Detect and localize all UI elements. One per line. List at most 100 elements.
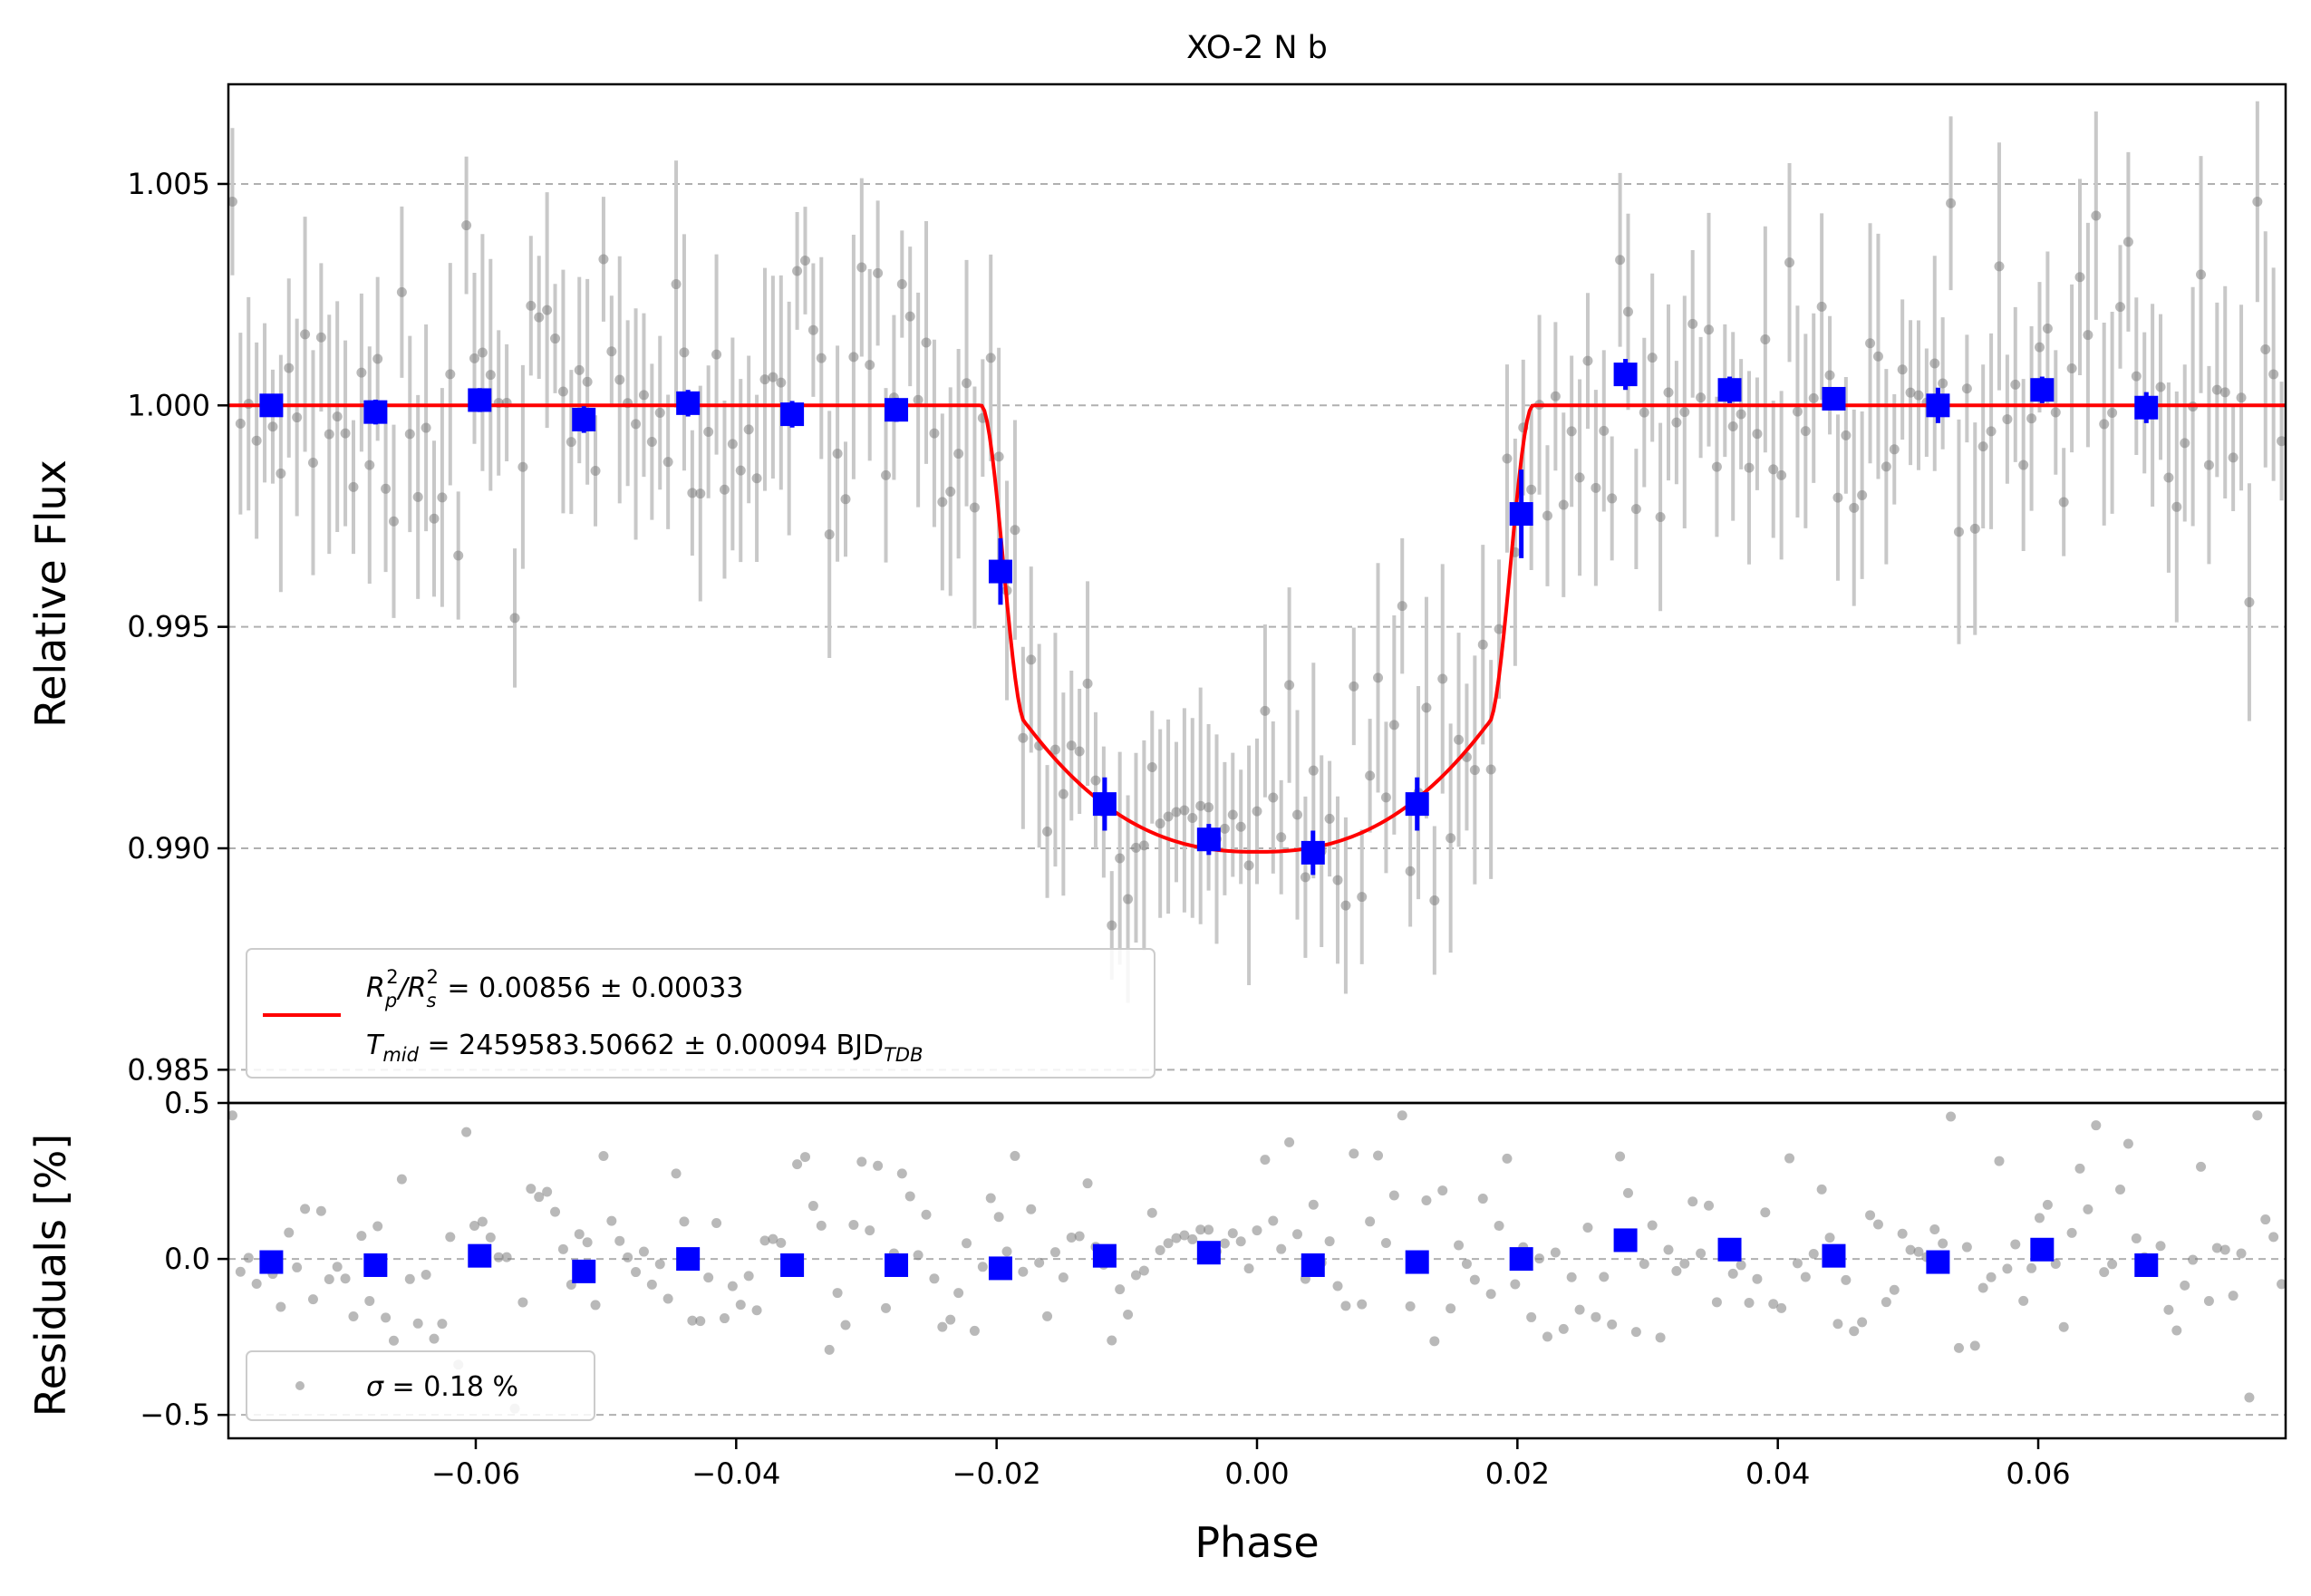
flux-raw-point bbox=[1671, 417, 1682, 428]
residual-raw-point bbox=[1001, 1246, 1012, 1257]
flux-raw-point bbox=[1107, 920, 1117, 931]
residual-raw-point bbox=[719, 1313, 730, 1324]
flux-binned-points bbox=[259, 358, 2159, 875]
residual-raw-point bbox=[1800, 1272, 1811, 1282]
residual-raw-point bbox=[517, 1297, 528, 1308]
residual-raw-point bbox=[284, 1227, 295, 1238]
phase-axis-label: Phase bbox=[1194, 1518, 1319, 1567]
residual-raw-point bbox=[1639, 1259, 1649, 1270]
flux-raw-point bbox=[1784, 257, 1795, 268]
residual-binned-point bbox=[572, 1259, 596, 1283]
residual-raw-point bbox=[735, 1300, 746, 1311]
residual-raw-point bbox=[606, 1215, 617, 1226]
flux-raw-point bbox=[687, 488, 698, 498]
flux-raw-point bbox=[1187, 813, 1198, 824]
flux-raw-point bbox=[276, 468, 286, 479]
flux-raw-point bbox=[1913, 390, 1924, 401]
residual-raw-point bbox=[2042, 1199, 2053, 1210]
flux-raw-point bbox=[631, 419, 642, 430]
residual-raw-point bbox=[646, 1279, 657, 1290]
flux-raw-point bbox=[816, 353, 827, 363]
flux-raw-point bbox=[2083, 330, 2093, 341]
flux-raw-point bbox=[638, 390, 649, 401]
residual-raw-point bbox=[1454, 1240, 1465, 1251]
flux-raw-point bbox=[598, 254, 609, 265]
flux-raw-point bbox=[1300, 872, 1310, 883]
residual-binned-point bbox=[988, 1256, 1012, 1281]
flux-raw-point bbox=[2268, 369, 2279, 380]
residuals-panel-frame bbox=[227, 1101, 2287, 1440]
flux-raw-point bbox=[324, 429, 334, 440]
residual-raw-point bbox=[1115, 1284, 1126, 1295]
flux-raw-point bbox=[1227, 809, 1238, 820]
flux-raw-point bbox=[1849, 502, 1860, 513]
residual-raw-point bbox=[1340, 1301, 1351, 1311]
residual-raw-point bbox=[235, 1266, 246, 1277]
residual-raw-point bbox=[1421, 1195, 1432, 1205]
residual-raw-point bbox=[429, 1333, 440, 1344]
flux-raw-point bbox=[1373, 672, 1384, 683]
flux-raw-point bbox=[1615, 255, 1626, 266]
residual-raw-point bbox=[276, 1301, 286, 1312]
flux-raw-point bbox=[1622, 306, 1633, 317]
residual-raw-point bbox=[743, 1271, 754, 1282]
flux-raw-point bbox=[1421, 702, 1432, 713]
residuals-y-tick-label: 0.0 bbox=[164, 1242, 210, 1276]
flux-raw-point bbox=[1235, 821, 1246, 832]
flux-raw-point bbox=[1502, 453, 1513, 464]
flux-raw-point bbox=[929, 428, 940, 439]
flux-raw-point bbox=[1736, 409, 1746, 420]
residual-raw-point bbox=[1647, 1220, 1658, 1231]
flux-raw-point bbox=[654, 407, 665, 418]
phase-x-tick-label: −0.02 bbox=[952, 1456, 1041, 1491]
flux-raw-point bbox=[743, 424, 754, 435]
residual-raw-point bbox=[598, 1150, 609, 1161]
residual-raw-point bbox=[1849, 1326, 1860, 1337]
residual-raw-point bbox=[1768, 1299, 1779, 1310]
residual-raw-point bbox=[1841, 1274, 1852, 1285]
residual-raw-point bbox=[1268, 1215, 1279, 1226]
residual-raw-point bbox=[2058, 1321, 2069, 1332]
flux-raw-point bbox=[921, 337, 932, 348]
flux-raw-point bbox=[1865, 338, 1876, 349]
residual-raw-point bbox=[2219, 1244, 2230, 1255]
residual-raw-point bbox=[251, 1278, 262, 1289]
flux-raw-point bbox=[2042, 323, 2053, 334]
residual-binned-point bbox=[1926, 1250, 1950, 1274]
flux-raw-point bbox=[1332, 875, 1343, 885]
residual-raw-point bbox=[493, 1252, 504, 1262]
residual-raw-point bbox=[1195, 1224, 1206, 1235]
flux-raw-point bbox=[453, 550, 464, 561]
residual-raw-point bbox=[1388, 1190, 1399, 1201]
residual-raw-point bbox=[1292, 1229, 1303, 1240]
residual-raw-point bbox=[1018, 1266, 1029, 1277]
flux-raw-point bbox=[1074, 746, 1085, 757]
phase-x-tick-label: 0.06 bbox=[2006, 1456, 2070, 1491]
residual-raw-point bbox=[623, 1252, 633, 1262]
flux-raw-point bbox=[2058, 497, 2069, 508]
flux-raw-point bbox=[526, 300, 537, 311]
residual-raw-point bbox=[1711, 1297, 1722, 1308]
flux-raw-point bbox=[1349, 681, 1359, 692]
flux-raw-point bbox=[340, 428, 351, 439]
flux-raw-point bbox=[759, 374, 770, 385]
residual-raw-point bbox=[381, 1312, 392, 1323]
flux-raw-point bbox=[1760, 334, 1771, 344]
flux-raw-point bbox=[1889, 444, 1900, 455]
residual-raw-point bbox=[396, 1174, 407, 1185]
flux-raw-point bbox=[2074, 272, 2085, 283]
flux-raw-point bbox=[1727, 421, 1738, 431]
residual-raw-point bbox=[1058, 1272, 1068, 1282]
legend-sigma: σ = 0.18 % bbox=[366, 1371, 518, 1403]
residual-raw-point bbox=[896, 1168, 907, 1179]
residual-raw-point bbox=[1744, 1298, 1755, 1309]
flux-binned-point bbox=[1301, 840, 1325, 865]
flux-raw-point bbox=[1219, 823, 1230, 834]
residual-raw-point bbox=[654, 1259, 665, 1270]
flux-raw-point bbox=[2002, 414, 2013, 425]
residuals-y-tick-label: −0.5 bbox=[140, 1398, 210, 1432]
residual-raw-point bbox=[792, 1159, 803, 1170]
flux-raw-point bbox=[461, 220, 472, 231]
